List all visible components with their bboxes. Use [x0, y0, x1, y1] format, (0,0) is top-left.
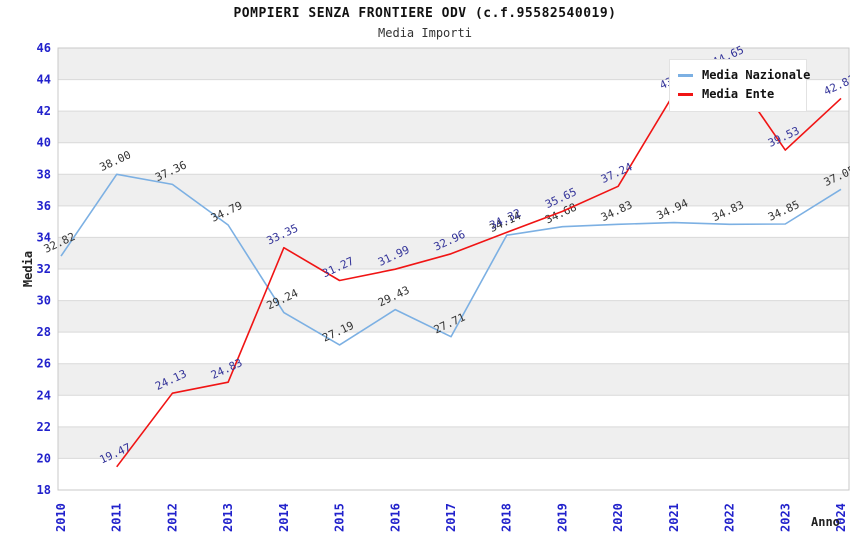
y-tick-label: 36 — [37, 199, 51, 213]
chart-legend: Media Nazionale Media Ente — [669, 59, 810, 112]
legend-item-media-nazionale: Media Nazionale — [678, 67, 810, 83]
x-axis-title: Anno — [811, 515, 840, 529]
x-tick-label: 2010 — [54, 503, 68, 532]
x-tick-label: 2019 — [555, 503, 569, 532]
x-tick-label: 2011 — [110, 503, 124, 532]
x-tick-label: 2012 — [165, 503, 179, 532]
chart-title: POMPIERI SENZA FRONTIERE ODV (c.f.955825… — [233, 6, 617, 21]
y-tick-label: 34 — [37, 230, 51, 244]
legend-label: Media Nazionale — [702, 68, 811, 82]
point-label: 38.00 — [97, 148, 133, 174]
y-tick-label: 32 — [37, 262, 51, 276]
legend-label: Media Ente — [702, 87, 775, 101]
x-tick-label: 2017 — [444, 503, 458, 532]
legend-swatch-media-ente-icon — [678, 92, 693, 96]
x-tick-label: 2022 — [723, 503, 737, 532]
plot-border — [57, 47, 850, 491]
legend-item-media-ente: Media Ente — [678, 86, 798, 102]
x-tick-label: 2015 — [333, 503, 347, 532]
y-tick-label: 26 — [37, 357, 51, 371]
y-tick-label: 40 — [37, 136, 51, 150]
y-tick-label: 38 — [37, 167, 51, 181]
y-tick-label: 28 — [37, 325, 51, 339]
y-tick-label: 42 — [37, 104, 51, 118]
plot-band — [58, 174, 849, 206]
y-tick-label: 44 — [37, 73, 51, 87]
x-tick-label: 2021 — [667, 503, 681, 532]
plot-band — [58, 300, 849, 333]
legend-swatch-media-nazionale-icon — [678, 73, 693, 77]
plot-band — [58, 426, 849, 459]
y-tick-label: 18 — [37, 483, 51, 497]
y-tick-label: 22 — [37, 420, 51, 434]
x-tick-label: 2014 — [277, 503, 291, 532]
plot-band — [58, 111, 849, 143]
x-tick-label: 2013 — [221, 503, 235, 532]
x-tick-label: 2024 — [834, 503, 848, 532]
x-tick-label: 2020 — [611, 503, 625, 532]
y-tick-label: 20 — [37, 451, 51, 465]
y-tick-label: 46 — [37, 41, 51, 55]
series-line-media-nazionale — [60, 173, 842, 346]
x-tick-label: 2016 — [388, 503, 402, 532]
y-tick-label: 30 — [37, 294, 51, 308]
y-axis-title: Media — [21, 250, 35, 288]
x-tick-label: 2018 — [500, 503, 514, 532]
x-tick-label: 2023 — [778, 503, 792, 532]
y-tick-label: 24 — [37, 388, 51, 402]
chart-subtitle: Media Importi — [378, 26, 472, 40]
